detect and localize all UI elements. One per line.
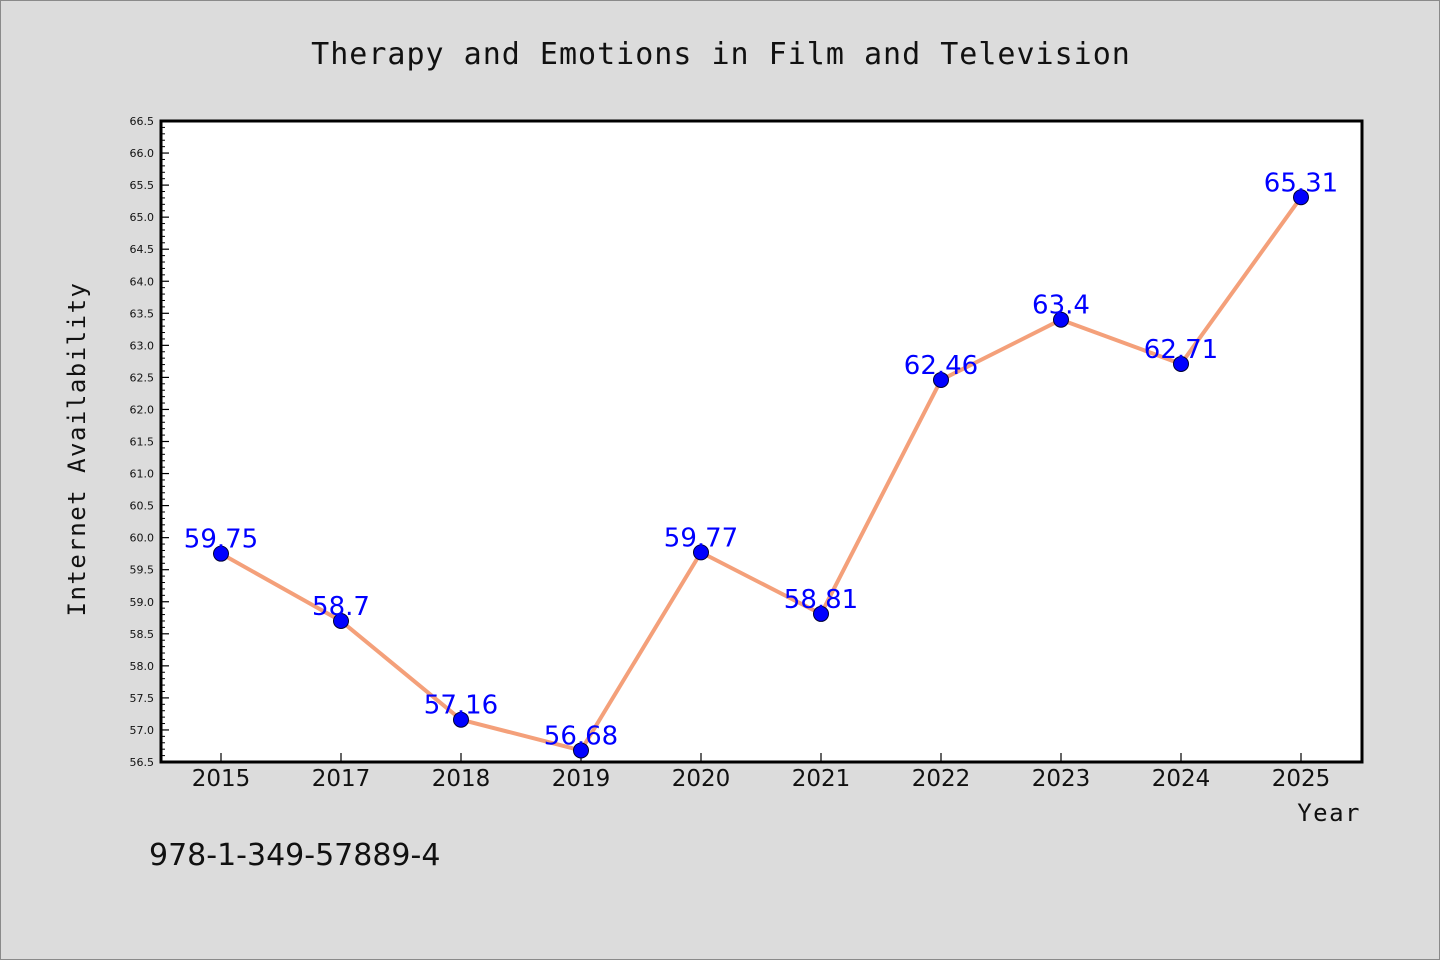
y-tick-label: 58.0 xyxy=(130,660,155,673)
data-label: 62.46 xyxy=(904,351,978,381)
y-tick-label: 63.0 xyxy=(130,339,155,352)
data-point xyxy=(573,742,589,759)
y-tick-label: 60.5 xyxy=(130,500,155,513)
y-tick-label: 62.5 xyxy=(130,371,155,384)
data-label: 59.75 xyxy=(184,525,258,555)
data-point xyxy=(933,371,949,388)
data-point xyxy=(333,612,349,629)
y-tick-label: 66.5 xyxy=(130,115,155,128)
data-point xyxy=(213,545,229,562)
data-label: 63.4 xyxy=(1032,291,1090,321)
y-tick-label: 57.5 xyxy=(130,692,155,705)
data-label: 65.31 xyxy=(1264,168,1338,198)
x-tick-label: 2017 xyxy=(312,766,371,792)
x-tick-label: 2019 xyxy=(552,766,611,792)
y-tick-label: 61.5 xyxy=(130,436,155,449)
y-tick-label: 61.0 xyxy=(130,468,155,481)
y-tick-label: 63.5 xyxy=(130,307,155,320)
y-tick-label: 56.5 xyxy=(130,756,155,769)
y-axis-label: Internet Availability xyxy=(63,282,91,617)
data-label: 56.68 xyxy=(544,721,618,751)
x-axis: 2015 2017 2018 2019 2020 2021 2022 2023 2024 2025 xyxy=(192,753,1331,792)
x-tick-label: 2023 xyxy=(1032,766,1091,792)
y-tick-label: 66.0 xyxy=(130,147,155,160)
data-label: 58.7 xyxy=(312,592,370,622)
y-tick-label: 59.0 xyxy=(130,596,155,609)
data-point xyxy=(1293,189,1309,206)
y-axis: 56.5 57.0 57.5 58.0 58.5 59.0 59.5 60.0 60.5 61.0… xyxy=(130,115,169,769)
data-label: 59.77 xyxy=(664,523,738,553)
data-label: 62.71 xyxy=(1144,335,1218,365)
x-axis-label: Year xyxy=(1297,799,1361,827)
y-tick-label: 64.5 xyxy=(130,243,155,256)
x-tick-label: 2025 xyxy=(1272,766,1331,792)
plot-area xyxy=(159,119,1364,764)
x-tick-label: 2022 xyxy=(912,766,971,792)
data-point xyxy=(453,711,469,728)
x-tick-label: 2018 xyxy=(432,766,491,792)
data-label: 58.81 xyxy=(784,585,858,615)
y-tick-label: 60.0 xyxy=(130,532,155,545)
y-tick-label: 65.5 xyxy=(130,179,155,192)
series-line xyxy=(220,196,1303,753)
data-point xyxy=(1053,311,1069,328)
data-point xyxy=(813,605,829,622)
x-tick-label: 2021 xyxy=(792,766,851,792)
y-tick-label: 64.0 xyxy=(130,275,155,288)
isbn-text: 978-1-349-57889-4 xyxy=(149,838,440,873)
x-tick-label: 2020 xyxy=(672,766,731,792)
y-tick-label: 57.0 xyxy=(130,724,155,737)
chart-title: Therapy and Emotions in Film and Televis… xyxy=(311,37,1131,72)
series-line-group xyxy=(213,189,1309,759)
y-tick-label: 59.5 xyxy=(130,564,155,577)
data-labels-group: 59.75 58.7 57.16 56.68 59.77 58.81 62.46 63.4 62… xyxy=(184,168,1338,751)
x-tick-label: 2024 xyxy=(1152,766,1211,792)
x-tick-label: 2015 xyxy=(192,766,251,792)
y-tick-label: 62.0 xyxy=(130,403,155,416)
data-label: 57.16 xyxy=(424,691,498,721)
data-point xyxy=(1173,355,1189,372)
y-tick-label: 58.5 xyxy=(130,628,155,641)
data-point xyxy=(693,544,709,561)
y-tick-label: 65.0 xyxy=(130,211,155,224)
